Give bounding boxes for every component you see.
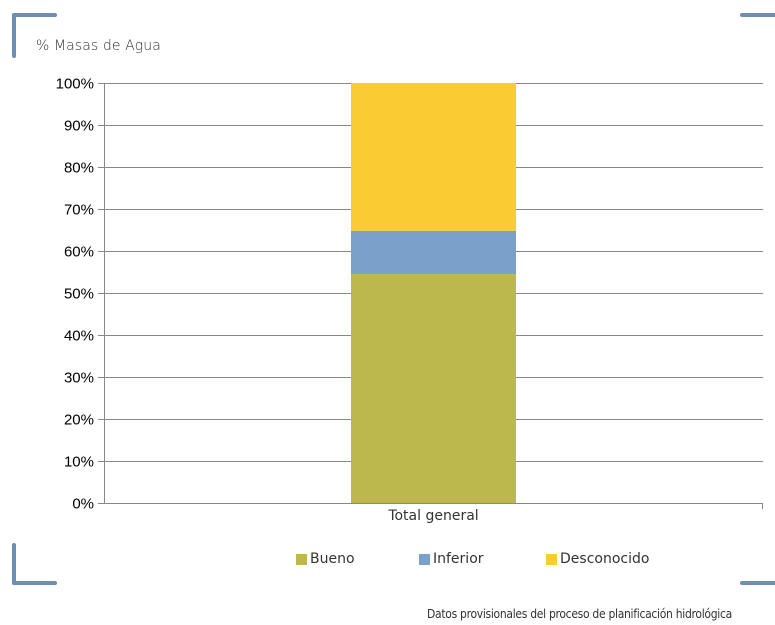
y-tick-label: 40% <box>64 328 94 345</box>
legend-item-inferior: Inferior <box>419 549 484 569</box>
frame-corner-bottom-right-horizontal <box>740 581 775 585</box>
y-tick-label: 20% <box>64 412 94 429</box>
x-tick-label: Total general <box>387 508 478 524</box>
legend-label-bueno: Bueno <box>310 551 355 567</box>
footer-source-note: Datos provisionales del proceso de plani… <box>427 607 732 621</box>
legend-item-desconocido: Desconocido <box>546 549 649 569</box>
legend-label-desconocido: Desconocido <box>560 551 650 567</box>
y-tick-label: 50% <box>64 286 94 303</box>
legend-swatch-desconocido <box>546 553 557 565</box>
y-tick-label: 100% <box>56 76 94 93</box>
y-tick-label: 0% <box>72 496 94 513</box>
frame-corner-top-left-vertical <box>12 13 16 58</box>
y-tick-label: 10% <box>64 454 94 471</box>
frame-corner-bottom-left-vertical <box>12 543 16 585</box>
bar-segment-inferior <box>351 230 516 275</box>
legend-label-inferior: Inferior <box>433 551 484 567</box>
y-tick-label: 90% <box>64 118 94 135</box>
bar-segment-bueno <box>351 274 516 503</box>
legend-swatch-inferior <box>419 553 430 565</box>
legend-swatch-bueno <box>296 553 307 565</box>
y-tick-label: 30% <box>64 370 94 387</box>
frame-corner-top-left-horizontal <box>12 13 57 17</box>
y-tick-label: 60% <box>64 244 94 261</box>
bar-segment-desconocido <box>351 83 516 231</box>
y-tick-label: 80% <box>64 160 94 177</box>
legend-item-bueno: Bueno <box>296 549 355 569</box>
legend: Bueno Inferior Desconocido <box>0 549 775 569</box>
y-tick-label: 70% <box>64 202 94 219</box>
frame-corner-top-right-horizontal <box>740 13 775 17</box>
y-axis-title: % Masas de Agua <box>36 38 161 54</box>
frame-corner-bottom-left-horizontal <box>12 581 57 585</box>
